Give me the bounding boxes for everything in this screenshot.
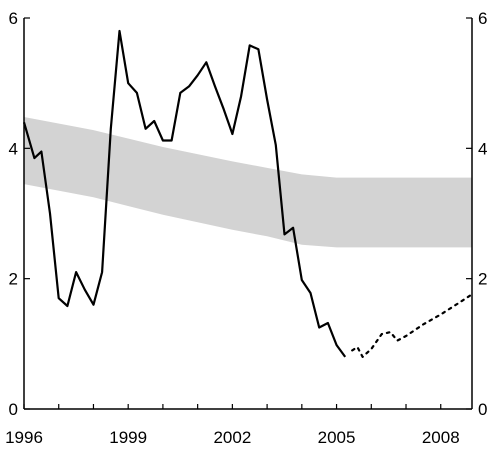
x-tick-label: 2008 [422, 428, 460, 447]
x-tick-label: 2005 [318, 428, 356, 447]
y-tick-label-left: 4 [9, 139, 18, 158]
y-tick-label-right: 0 [478, 400, 487, 419]
y-tick-label-right: 4 [478, 139, 487, 158]
tick-labels: 0 0 2 2 4 4 6 6 1996 1999 2002 2005 2008 [5, 9, 487, 447]
y-tick-label-left: 0 [9, 400, 18, 419]
x-tick-label: 1999 [109, 428, 147, 447]
series-line-solid [22, 29, 347, 358]
series-layer [22, 29, 474, 358]
y-tick-label-left: 6 [9, 9, 18, 28]
target-band [24, 117, 472, 248]
x-tick-label: 1996 [5, 428, 43, 447]
y-tick-label-right: 2 [478, 270, 487, 289]
x-tick-label: 2002 [213, 428, 251, 447]
y-tick-label-right: 6 [478, 9, 487, 28]
series-line-dotted [351, 293, 474, 358]
y-tick-label-left: 2 [9, 270, 18, 289]
target-band-layer [24, 117, 472, 248]
axes [23, 17, 473, 410]
